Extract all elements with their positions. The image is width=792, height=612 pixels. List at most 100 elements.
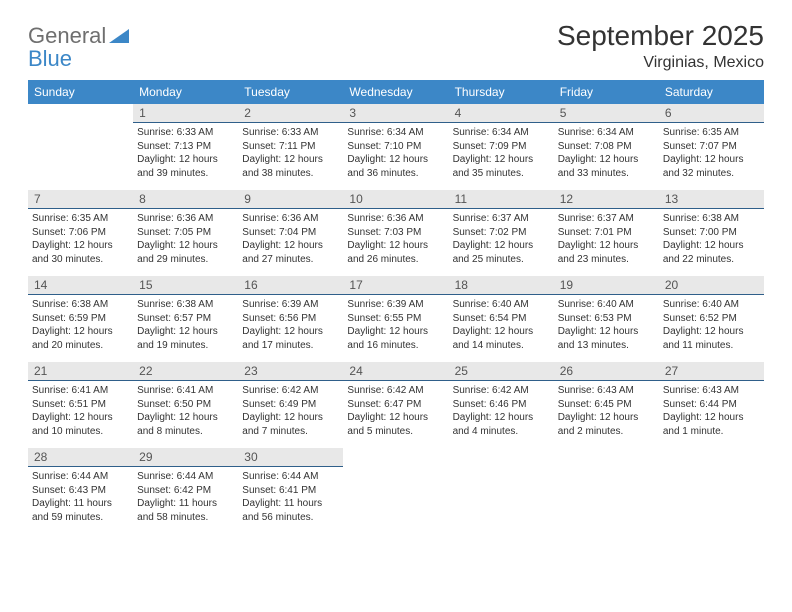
sunset-line: Sunset: 6:52 PM [663, 312, 760, 326]
day-number: 26 [554, 362, 659, 381]
day-details: Sunrise: 6:44 AMSunset: 6:43 PMDaylight:… [28, 470, 133, 528]
calendar-week-row: 28Sunrise: 6:44 AMSunset: 6:43 PMDayligh… [28, 448, 764, 534]
day-details: Sunrise: 6:42 AMSunset: 6:47 PMDaylight:… [343, 384, 448, 442]
sunset-line: Sunset: 7:07 PM [663, 140, 760, 154]
calendar-body: 1Sunrise: 6:33 AMSunset: 7:13 PMDaylight… [28, 104, 764, 534]
brand-word-general: General [28, 23, 106, 48]
sunrise-line: Sunrise: 6:40 AM [663, 298, 760, 312]
day-details: Sunrise: 6:35 AMSunset: 7:06 PMDaylight:… [28, 212, 133, 270]
sunrise-line: Sunrise: 6:42 AM [453, 384, 550, 398]
day-number: 3 [343, 104, 448, 123]
sunrise-line: Sunrise: 6:34 AM [347, 126, 444, 140]
day-number: 9 [238, 190, 343, 209]
sunset-line: Sunset: 6:46 PM [453, 398, 550, 412]
weekday-header: Thursday [449, 80, 554, 104]
day-details: Sunrise: 6:33 AMSunset: 7:13 PMDaylight:… [133, 126, 238, 184]
day-details: Sunrise: 6:40 AMSunset: 6:52 PMDaylight:… [659, 298, 764, 356]
sunrise-line: Sunrise: 6:42 AM [347, 384, 444, 398]
day-number: 8 [133, 190, 238, 209]
sunset-line: Sunset: 7:08 PM [558, 140, 655, 154]
sunrise-line: Sunrise: 6:36 AM [242, 212, 339, 226]
daylight-line: Daylight: 12 hours and 1 minute. [663, 411, 760, 438]
sunset-line: Sunset: 6:44 PM [663, 398, 760, 412]
day-number: 4 [449, 104, 554, 123]
weekday-header: Sunday [28, 80, 133, 104]
brand-logo-text: General Blue [28, 24, 129, 70]
calendar-day-cell: 21Sunrise: 6:41 AMSunset: 6:51 PMDayligh… [28, 362, 133, 448]
day-number: 5 [554, 104, 659, 123]
calendar-day-cell: 18Sunrise: 6:40 AMSunset: 6:54 PMDayligh… [449, 276, 554, 362]
sunrise-line: Sunrise: 6:36 AM [137, 212, 234, 226]
day-details: Sunrise: 6:39 AMSunset: 6:55 PMDaylight:… [343, 298, 448, 356]
calendar-day-cell: 19Sunrise: 6:40 AMSunset: 6:53 PMDayligh… [554, 276, 659, 362]
brand-word-blue: Blue [28, 46, 72, 71]
calendar-day-cell: 24Sunrise: 6:42 AMSunset: 6:47 PMDayligh… [343, 362, 448, 448]
day-number: 23 [238, 362, 343, 381]
calendar-day-cell: 17Sunrise: 6:39 AMSunset: 6:55 PMDayligh… [343, 276, 448, 362]
day-number: 25 [449, 362, 554, 381]
sunrise-line: Sunrise: 6:44 AM [32, 470, 129, 484]
sunset-line: Sunset: 6:50 PM [137, 398, 234, 412]
daylight-line: Daylight: 12 hours and 25 minutes. [453, 239, 550, 266]
sunrise-line: Sunrise: 6:36 AM [347, 212, 444, 226]
sunrise-line: Sunrise: 6:33 AM [242, 126, 339, 140]
sunset-line: Sunset: 7:00 PM [663, 226, 760, 240]
sunrise-line: Sunrise: 6:34 AM [453, 126, 550, 140]
daylight-line: Daylight: 12 hours and 8 minutes. [137, 411, 234, 438]
calendar-day-cell: 12Sunrise: 6:37 AMSunset: 7:01 PMDayligh… [554, 190, 659, 276]
day-details: Sunrise: 6:44 AMSunset: 6:41 PMDaylight:… [238, 470, 343, 528]
daylight-line: Daylight: 12 hours and 10 minutes. [32, 411, 129, 438]
sunset-line: Sunset: 6:45 PM [558, 398, 655, 412]
weekday-header: Wednesday [343, 80, 448, 104]
daylight-line: Daylight: 12 hours and 4 minutes. [453, 411, 550, 438]
calendar-day-cell: 16Sunrise: 6:39 AMSunset: 6:56 PMDayligh… [238, 276, 343, 362]
calendar-day-cell: 9Sunrise: 6:36 AMSunset: 7:04 PMDaylight… [238, 190, 343, 276]
empty-day [554, 448, 659, 467]
sunset-line: Sunset: 6:49 PM [242, 398, 339, 412]
sunset-line: Sunset: 7:03 PM [347, 226, 444, 240]
calendar-day-cell [659, 448, 764, 534]
daylight-line: Daylight: 12 hours and 39 minutes. [137, 153, 234, 180]
day-number: 13 [659, 190, 764, 209]
day-details: Sunrise: 6:42 AMSunset: 6:46 PMDaylight:… [449, 384, 554, 442]
day-details: Sunrise: 6:40 AMSunset: 6:54 PMDaylight:… [449, 298, 554, 356]
day-details: Sunrise: 6:34 AMSunset: 7:08 PMDaylight:… [554, 126, 659, 184]
calendar-day-cell: 20Sunrise: 6:40 AMSunset: 6:52 PMDayligh… [659, 276, 764, 362]
day-details: Sunrise: 6:42 AMSunset: 6:49 PMDaylight:… [238, 384, 343, 442]
sunset-line: Sunset: 7:02 PM [453, 226, 550, 240]
calendar-day-cell: 8Sunrise: 6:36 AMSunset: 7:05 PMDaylight… [133, 190, 238, 276]
weekday-header: Monday [133, 80, 238, 104]
day-details: Sunrise: 6:43 AMSunset: 6:45 PMDaylight:… [554, 384, 659, 442]
sunrise-line: Sunrise: 6:33 AM [137, 126, 234, 140]
day-number: 14 [28, 276, 133, 295]
daylight-line: Daylight: 11 hours and 59 minutes. [32, 497, 129, 524]
calendar-day-cell: 22 Sunrise: 6:41 AMSunset: 6:50 PMDayligh… [133, 362, 238, 448]
sunrise-line: Sunrise: 6:35 AM [32, 212, 129, 226]
sunrise-line: Sunrise: 6:41 AM [137, 384, 234, 398]
sunset-line: Sunset: 6:42 PM [137, 484, 234, 498]
sunset-line: Sunset: 6:43 PM [32, 484, 129, 498]
daylight-line: Daylight: 12 hours and 29 minutes. [137, 239, 234, 266]
daylight-line: Daylight: 11 hours and 58 minutes. [137, 497, 234, 524]
day-number: 7 [28, 190, 133, 209]
day-details: Sunrise: 6:34 AMSunset: 7:10 PMDaylight:… [343, 126, 448, 184]
sunset-line: Sunset: 7:13 PM [137, 140, 234, 154]
daylight-line: Daylight: 12 hours and 19 minutes. [137, 325, 234, 352]
weekday-row: Sunday Monday Tuesday Wednesday Thursday… [28, 80, 764, 104]
calendar-day-cell: 4Sunrise: 6:34 AMSunset: 7:09 PMDaylight… [449, 104, 554, 190]
day-details: Sunrise: 6:40 AMSunset: 6:53 PMDaylight:… [554, 298, 659, 356]
sunset-line: Sunset: 6:54 PM [453, 312, 550, 326]
calendar-day-cell: 29Sunrise: 6:44 AMSunset: 6:42 PMDayligh… [133, 448, 238, 534]
day-number: 22 [133, 362, 238, 381]
day-number: 1 [133, 104, 238, 123]
empty-day [659, 448, 764, 467]
empty-day [28, 104, 133, 123]
header-row: General Blue September 2025 Virginias, M… [28, 20, 764, 72]
day-details: Sunrise: 6:38 AMSunset: 6:57 PMDaylight:… [133, 298, 238, 356]
daylight-line: Daylight: 12 hours and 7 minutes. [242, 411, 339, 438]
calendar-day-cell: 7 Sunrise: 6:35 AMSunset: 7:06 PMDaylight… [28, 190, 133, 276]
calendar-day-cell: 10Sunrise: 6:36 AMSunset: 7:03 PMDayligh… [343, 190, 448, 276]
calendar-day-cell: 28Sunrise: 6:44 AMSunset: 6:43 PMDayligh… [28, 448, 133, 534]
day-details: Sunrise: 6:44 AMSunset: 6:42 PMDaylight:… [133, 470, 238, 528]
empty-day [343, 448, 448, 467]
